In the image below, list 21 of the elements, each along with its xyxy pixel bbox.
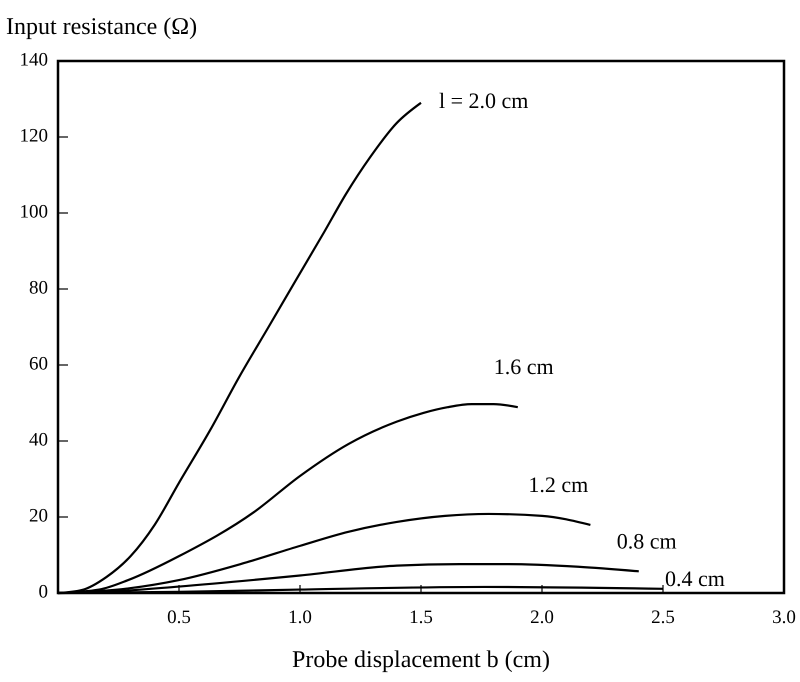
y-tick-label: 60 [29, 353, 48, 374]
x-tick-label: 1.0 [288, 607, 312, 628]
x-tick-label: 0.5 [167, 607, 191, 628]
x-tick-label: 3.0 [772, 607, 796, 628]
series-label: 1.2 cm [528, 472, 588, 498]
series-label: 0.8 cm [616, 528, 677, 554]
y-tick-label: 20 [29, 505, 48, 526]
x-tick-label: 2.5 [651, 607, 675, 628]
y-tick-label: 100 [20, 201, 48, 222]
y-tick-label: 120 [20, 125, 48, 146]
y-tick-label: 80 [29, 277, 48, 298]
series-label: 1.6 cm [494, 354, 554, 380]
y-tick-label: 40 [29, 429, 48, 450]
x-tick-label: 2.0 [530, 607, 554, 628]
x-axis-title: Probe displacement b (cm) [292, 647, 550, 673]
series-label: l = 2.0 cm [439, 88, 528, 113]
y-tick-label: 0 [38, 581, 48, 602]
series-label: 0.4 cm [665, 566, 725, 591]
y-axis-title: Input resistance (Ω) [6, 14, 198, 40]
y-tick-label: 140 [20, 49, 48, 70]
x-tick-label: 1.5 [409, 607, 433, 628]
